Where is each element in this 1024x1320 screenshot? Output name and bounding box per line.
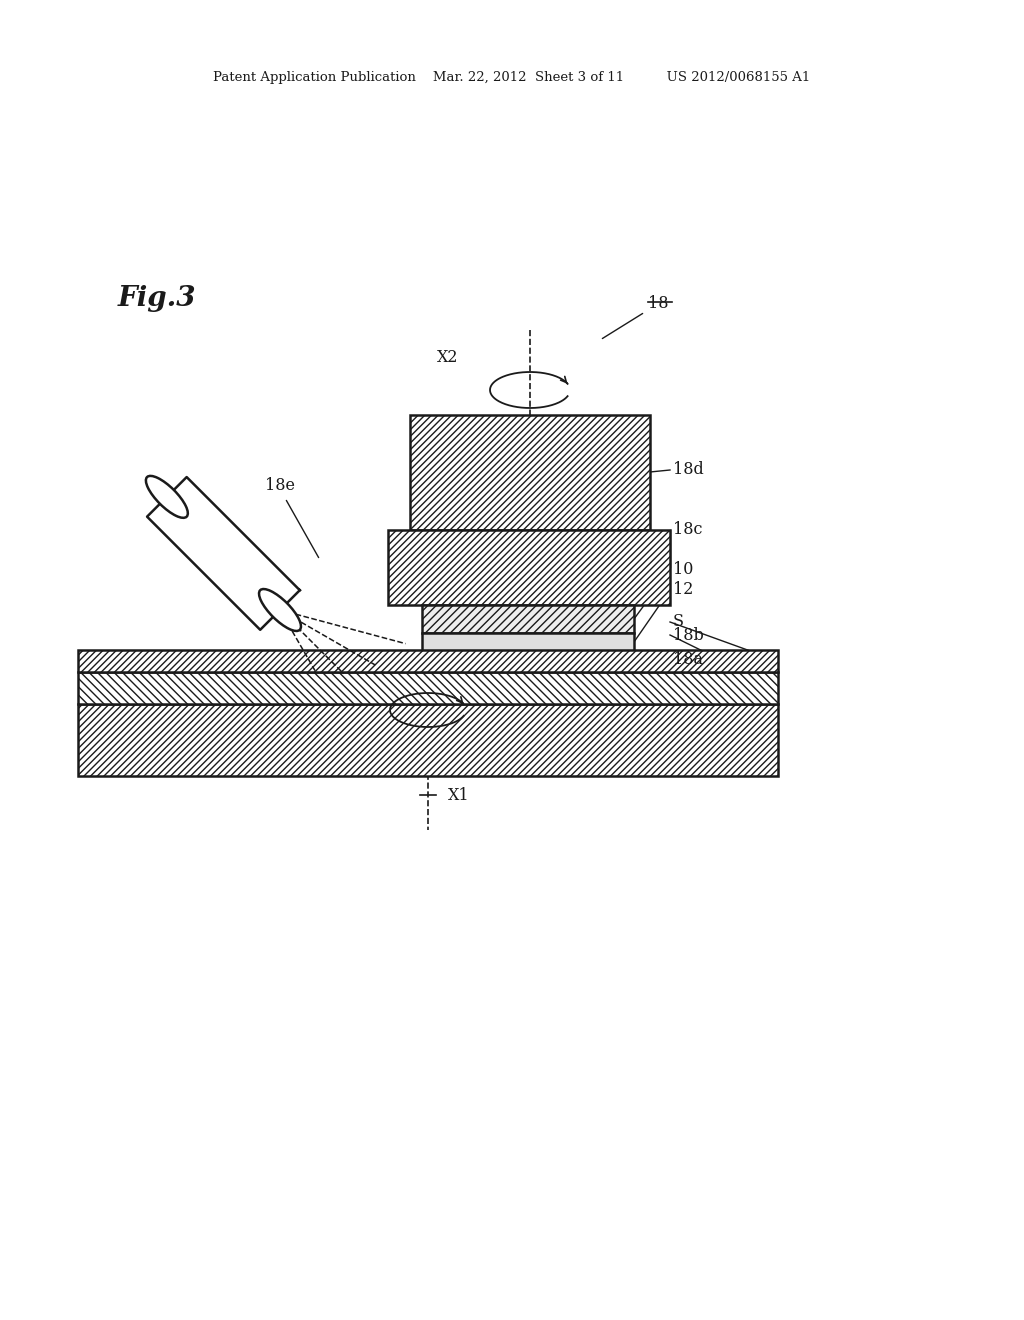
Text: 18d: 18d	[673, 462, 703, 479]
Text: Fig.3: Fig.3	[118, 285, 197, 312]
Bar	[422, 605, 634, 634]
Polygon shape	[147, 477, 300, 630]
Text: 12: 12	[673, 582, 693, 598]
Text: 10: 10	[673, 561, 693, 578]
Bar	[410, 414, 650, 531]
Text: X1: X1	[449, 787, 470, 804]
Text: 18e: 18e	[265, 477, 295, 494]
Text: 18: 18	[648, 294, 669, 312]
Text: 18a: 18a	[673, 652, 703, 668]
Text: S: S	[673, 614, 684, 631]
Bar	[388, 531, 670, 605]
Bar	[78, 704, 778, 776]
Ellipse shape	[145, 477, 187, 517]
Text: Patent Application Publication    Mar. 22, 2012  Sheet 3 of 11          US 2012/: Patent Application Publication Mar. 22, …	[213, 71, 811, 84]
Text: 18c: 18c	[673, 521, 702, 539]
Bar	[78, 672, 778, 704]
Bar	[422, 634, 634, 651]
Bar	[78, 649, 778, 672]
Ellipse shape	[259, 589, 301, 631]
Text: 18b: 18b	[673, 627, 703, 644]
Text: X2: X2	[437, 348, 459, 366]
